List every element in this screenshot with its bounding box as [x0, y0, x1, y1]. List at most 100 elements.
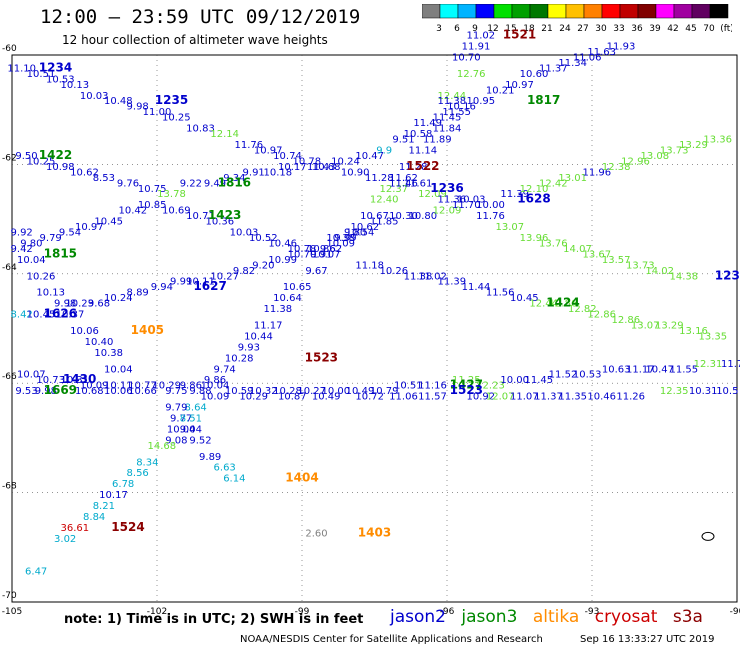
wave-height-value: 11.44	[462, 282, 491, 293]
wave-height-value: 12.07	[486, 392, 515, 403]
wave-height-value: 11.06	[573, 52, 602, 63]
wave-height-value: 10.74	[273, 151, 302, 162]
wave-height-value: 12.44	[438, 91, 467, 102]
wave-height-value: 11.45	[433, 113, 462, 124]
legend-s3a: s3a	[672, 607, 703, 627]
wave-height-value: 10.45	[27, 310, 56, 321]
wave-height-value: 10.83	[186, 124, 215, 135]
pass-track-id: 1423	[208, 208, 241, 222]
wave-height-value: 10.38	[326, 233, 355, 244]
wave-height-value: 10.18	[264, 167, 293, 178]
wave-height-value: 13.35	[699, 331, 728, 342]
wave-height-value: 10.68	[312, 162, 341, 173]
scale-label: 9	[472, 24, 478, 34]
wave-height-value: 10.45	[94, 217, 123, 228]
wave-height-value: 12.35	[660, 386, 689, 397]
wave-height-value: 13.29	[679, 140, 708, 151]
wave-height-value: 13.29	[655, 321, 684, 332]
wave-height-value: 9.53	[15, 386, 37, 397]
wave-height-value: 11.38	[438, 96, 467, 107]
wave-height-value: 9.93	[238, 342, 260, 353]
lon-tick-label: -99	[295, 607, 310, 617]
wave-height-value: 8.56	[127, 468, 149, 479]
wave-height-value: 9.54	[59, 228, 81, 239]
map-frame	[11, 54, 738, 603]
wave-height-value: 13.96	[520, 233, 549, 244]
wave-height-value: 6.63	[214, 463, 236, 474]
wave-height-value: 10.28	[225, 353, 254, 364]
pass-track-id: 1628	[517, 192, 550, 206]
scale-label: 42	[667, 24, 678, 34]
wave-height-value: 10.00	[322, 386, 351, 397]
wave-height-value: 10.63	[602, 364, 631, 375]
wave-height-value: 10.13	[36, 288, 65, 299]
wave-height-value: 11.61	[404, 178, 433, 189]
wave-height-value: 10.17	[278, 162, 307, 173]
wave-height-value: 12.40	[370, 195, 399, 206]
lat-tick-label: -62	[2, 153, 17, 163]
wave-height-value: 10.26	[27, 271, 56, 282]
pass-track-id: 1424	[546, 296, 579, 310]
wave-height-value: 11.52	[549, 370, 578, 381]
wave-height-value: 8.21	[93, 501, 115, 512]
wave-height-value: 9.79	[165, 403, 187, 414]
wave-height-value: 13.08	[641, 151, 670, 162]
wave-height-value: 10.24	[104, 293, 133, 304]
pass-track-id: 1236	[430, 181, 463, 195]
pass-track-id: 1522	[406, 159, 439, 173]
wave-height-value: 12.09	[418, 189, 447, 200]
scale-label: 21	[541, 24, 552, 34]
wave-height-value: 3.02	[54, 534, 76, 545]
pass-track-id: 1816	[218, 175, 251, 189]
wave-height-value: 10.17	[99, 490, 128, 501]
wave-height-value: 10.72	[355, 392, 384, 403]
wave-height-value: 10.65	[283, 282, 312, 293]
wave-height-value: 9.94	[151, 282, 173, 293]
wave-height-value: 10.03	[80, 91, 109, 102]
wave-height-value: 10.53	[573, 370, 602, 381]
wave-height-value: 9.92	[11, 228, 33, 239]
wave-height-value: 6.78	[112, 479, 134, 490]
wave-height-value: 10.98	[46, 162, 75, 173]
wave-height-value: 13.01	[558, 173, 587, 184]
scale-label: 39	[649, 24, 661, 34]
wave-height-value: 10.04	[167, 424, 196, 435]
scale-label: 24	[559, 24, 571, 34]
pass-track-id: 1403	[358, 525, 391, 539]
wave-height-value: 10.86	[307, 244, 336, 255]
pass-track-id: 1234	[39, 60, 72, 74]
wave-height-value: 10.46	[587, 392, 616, 403]
wave-height-value: 11.76	[476, 211, 505, 222]
wave-height-value: 11.70	[452, 200, 481, 211]
wave-height-value: 9.79	[40, 233, 62, 244]
scale-label: 3	[436, 24, 442, 34]
wave-height-value: 8.34	[136, 457, 158, 468]
wave-height-value: 9.98	[35, 386, 57, 397]
wave-height-value: 10.64	[273, 293, 302, 304]
wave-height-value: 10.28	[273, 386, 302, 397]
wave-height-value: 10.03	[457, 195, 486, 206]
wave-height-value: 11.35	[558, 392, 587, 403]
scale-label: 27	[577, 24, 588, 34]
wave-height-value: 10.52	[249, 233, 278, 244]
wave-height-value: 11.63	[587, 47, 616, 58]
wave-height-value: 10.27	[297, 386, 326, 397]
wave-height-value: 10.47	[645, 364, 674, 375]
wave-height-value: 10.47	[355, 151, 384, 162]
wave-height-value: 10.97	[505, 80, 534, 91]
wave-height-value: 11.91	[462, 42, 491, 53]
wave-height-value: 11.43	[307, 162, 336, 173]
wave-height-value: 10.32	[249, 386, 278, 397]
wave-height-value: 8.42	[11, 310, 33, 321]
map-title: 12:00 – 23:59 UTC 09/12/2019	[40, 6, 361, 28]
wave-height-value: 11.46	[389, 178, 418, 189]
wave-height-value: 9.99	[334, 233, 356, 244]
wave-height-value: 12.42	[539, 178, 568, 189]
wave-height-value: 10.68	[75, 386, 104, 397]
wave-height-value: 10.78	[288, 244, 317, 255]
generated-timestamp: Sep 16 13:33:27 UTC 2019	[580, 634, 715, 645]
wave-height-value: 9.34	[223, 173, 245, 184]
wave-height-value: 9.50	[15, 151, 37, 162]
wave-height-value: 9.80	[20, 238, 42, 249]
